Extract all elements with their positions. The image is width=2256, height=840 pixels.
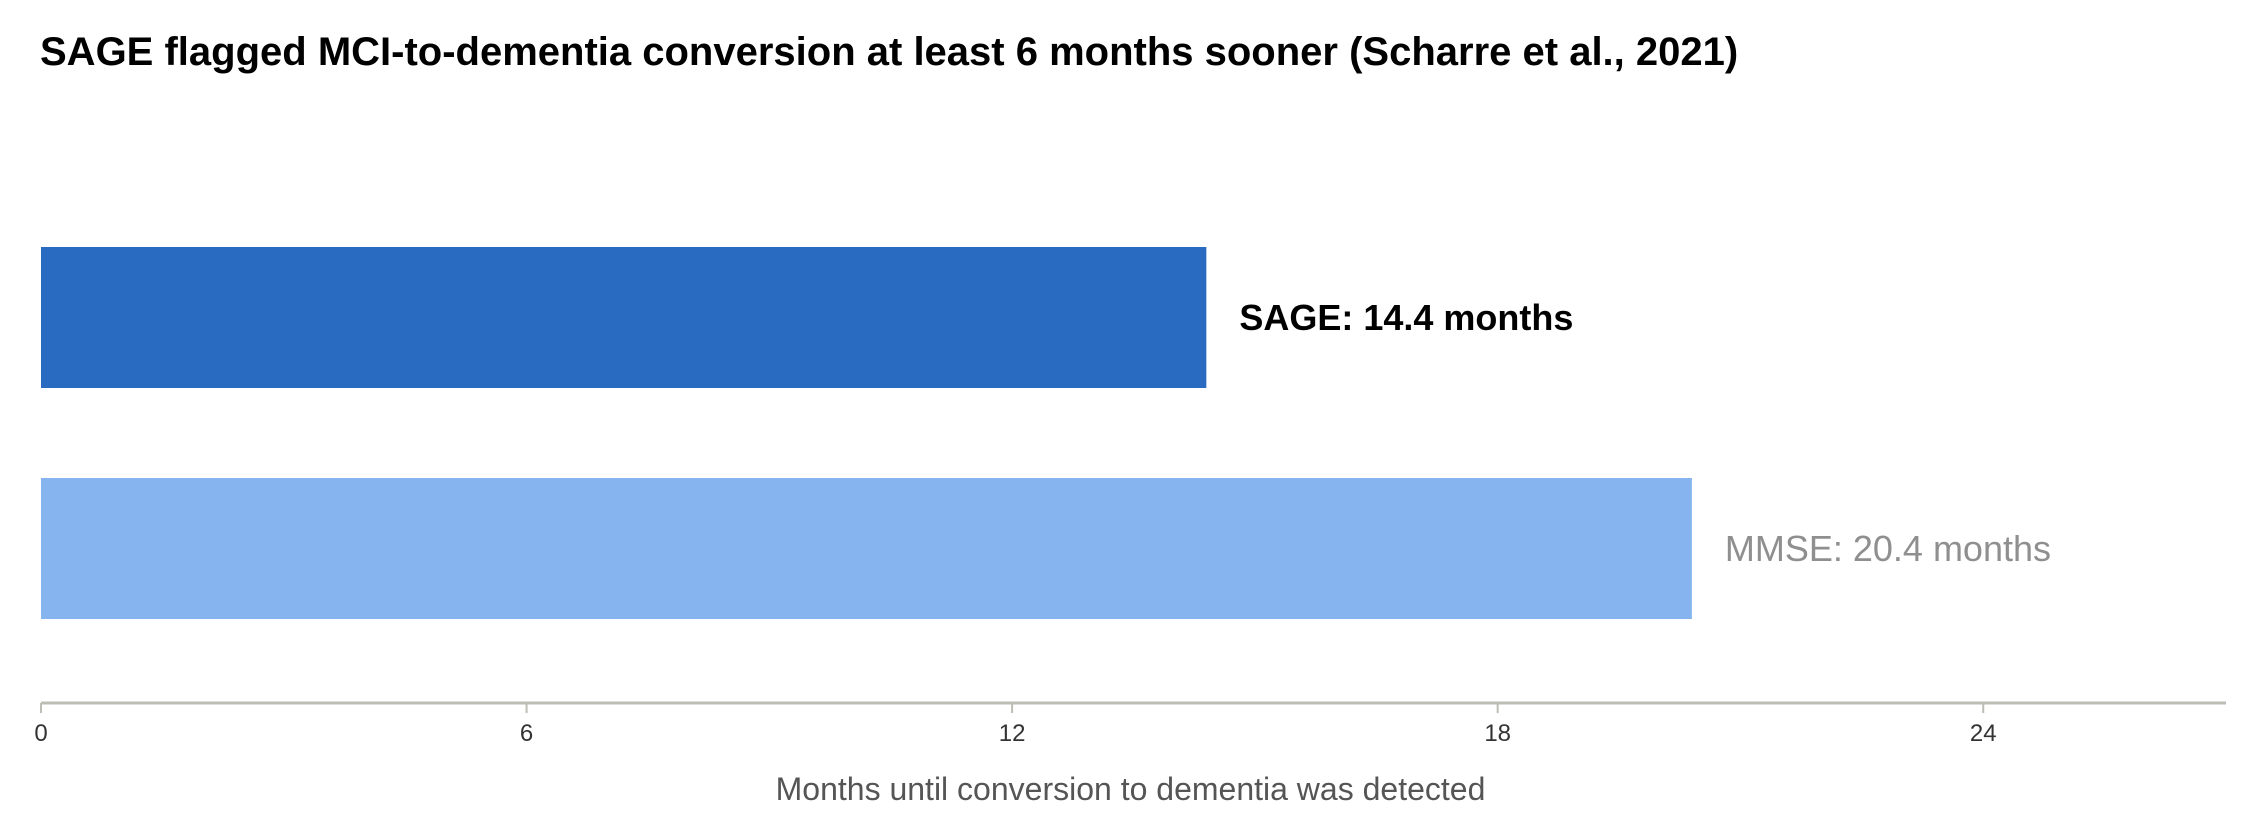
bars-layer — [41, 247, 1692, 619]
chart-title: SAGE flagged MCI-to-dementia conversion … — [40, 30, 1739, 74]
x-axis: 0 6 12 18 24 Months until conversion to demen… — [34, 701, 2226, 807]
data-labels-layer: SAGE: 14.4 months MMSE: 20.4 months — [1239, 297, 2051, 569]
x-tick-label-12: 12 — [999, 720, 1026, 747]
x-tick-label-18: 18 — [1484, 720, 1511, 747]
data-label-sage: SAGE: 14.4 months — [1239, 297, 1573, 338]
data-label-mmse: MMSE: 20.4 months — [1725, 528, 2051, 569]
x-axis-title: Months until conversion to dementia was … — [776, 771, 1486, 807]
x-tick-label-24: 24 — [1970, 720, 1997, 747]
x-tick-label-0: 0 — [34, 720, 47, 747]
bar-sage — [41, 247, 1207, 388]
x-tick-label-6: 6 — [520, 720, 533, 747]
bar-mmse — [41, 478, 1692, 619]
